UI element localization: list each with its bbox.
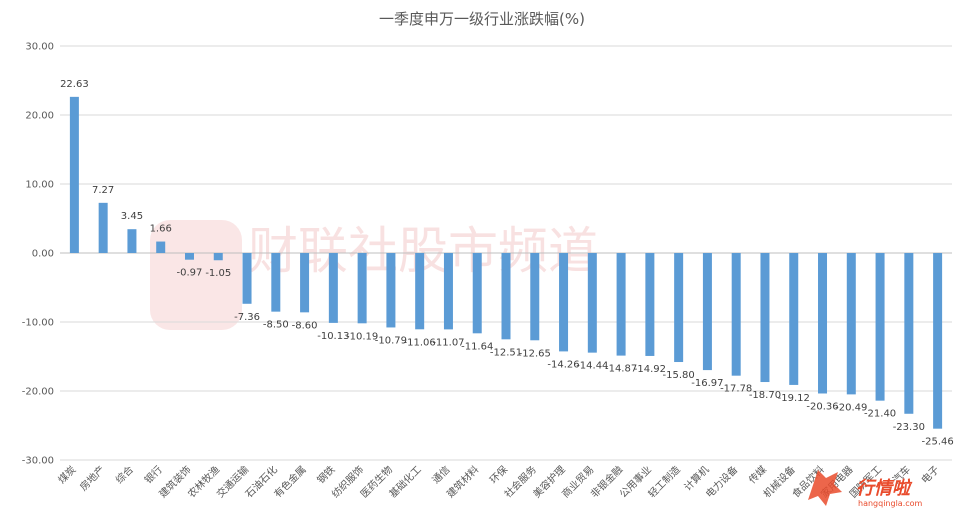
data-label-22: -16.97: [691, 378, 723, 389]
chart-title: 一季度申万一级行业涨跌幅(%): [379, 10, 585, 28]
data-label-17: -14.26: [547, 359, 579, 370]
bar-2: [127, 229, 137, 253]
data-label-7: -8.50: [263, 320, 289, 331]
data-label-25: -19.12: [778, 393, 810, 404]
bar-16: [530, 253, 540, 341]
y-tick-label: 20.00: [25, 111, 54, 122]
data-label-9: -10.13: [317, 331, 349, 342]
data-label-15: -12.51: [490, 347, 522, 358]
bar-14: [472, 253, 482, 334]
data-label-13: -11.07: [432, 337, 464, 348]
bar-21: [674, 253, 684, 363]
x-tick-label: 银行: [141, 463, 164, 486]
data-label-18: -14.44: [576, 361, 608, 372]
x-tick-label: 传媒: [746, 464, 769, 487]
data-label-8: -8.60: [292, 320, 318, 331]
x-tick-label: 轻工制造: [645, 463, 682, 500]
x-tick-label: 建筑材料: [444, 463, 481, 500]
data-label-19: -14.87: [605, 364, 637, 375]
bar-18: [587, 253, 597, 353]
bar-29: [904, 253, 914, 414]
data-label-16: -12.65: [519, 348, 551, 359]
bull-logo-icon: [808, 470, 842, 506]
bar-13: [443, 253, 453, 330]
x-tick-label: 电力设备: [703, 463, 740, 500]
data-label-5: -1.05: [205, 268, 231, 279]
bar-7: [271, 253, 281, 312]
x-tick-label: 房地产: [77, 463, 107, 493]
y-tick-label: 30.00: [25, 42, 54, 53]
bar-27: [846, 253, 856, 395]
y-tick-label: 10.00: [25, 180, 54, 191]
logo-text: 行情啦: [856, 478, 913, 499]
x-tick-label: 钢铁: [314, 463, 337, 486]
bar-24: [760, 253, 770, 383]
bar-23: [731, 253, 741, 376]
data-label-27: -20.49: [835, 402, 867, 413]
bar-19: [616, 253, 626, 356]
bar-9: [328, 253, 338, 323]
corner-logo: 行情啦 hangqingla.com: [808, 470, 923, 508]
bar-1: [98, 202, 108, 253]
bar-5: [213, 253, 223, 261]
bar-4: [184, 253, 194, 260]
data-label-2: 3.45: [121, 211, 143, 222]
data-label-4: -0.97: [177, 268, 203, 279]
x-tick-label: 电子: [918, 463, 941, 486]
y-tick-label: -10.00: [22, 318, 54, 329]
data-label-28: -21.40: [864, 409, 896, 420]
y-tick-label: -30.00: [22, 456, 54, 467]
bar-26: [818, 253, 828, 394]
bar-30: [933, 253, 943, 429]
x-tick-label: 有色金属: [271, 463, 308, 500]
data-label-20: -14.92: [634, 364, 666, 375]
bar-0: [69, 96, 79, 253]
data-label-11: -10.79: [375, 335, 407, 346]
x-tick-label: 综合: [113, 463, 136, 486]
y-tick-label: 0.00: [32, 249, 54, 260]
data-label-24: -18.70: [749, 390, 781, 401]
data-label-30: -25.46: [921, 437, 953, 448]
bar-8: [300, 253, 310, 313]
bar-11: [386, 253, 396, 328]
data-label-0: 22.63: [60, 79, 89, 90]
bar-10: [357, 253, 367, 324]
data-label-1: 7.27: [92, 185, 114, 196]
data-label-23: -17.78: [720, 384, 752, 395]
data-label-26: -20.36: [806, 401, 838, 412]
x-tick-label: 基础化工: [386, 463, 423, 500]
bar-28: [875, 253, 885, 401]
x-tick-label: 煤炭: [55, 463, 78, 486]
bar-20: [645, 253, 655, 356]
bar-17: [559, 253, 569, 352]
bar-3: [156, 241, 166, 253]
bar-25: [789, 253, 799, 385]
data-label-3: 1.66: [150, 224, 172, 235]
data-label-12: -11.06: [404, 337, 436, 348]
bar-15: [501, 253, 511, 340]
data-label-10: -10.19: [346, 331, 378, 342]
data-label-6: -7.36: [234, 312, 260, 323]
watermark-logo-icon: [150, 220, 242, 330]
x-tick-label: 环保: [487, 463, 510, 486]
y-tick-label: -20.00: [22, 387, 54, 398]
bar-22: [702, 253, 712, 371]
bar-12: [415, 253, 425, 330]
data-label-29: -23.30: [893, 422, 925, 433]
x-tick-label: 通信: [430, 464, 453, 487]
logo-url: hangqingla.com: [858, 499, 923, 508]
data-label-21: -15.80: [663, 370, 695, 381]
data-label-14: -11.64: [461, 341, 493, 352]
bar-6: [242, 253, 252, 304]
